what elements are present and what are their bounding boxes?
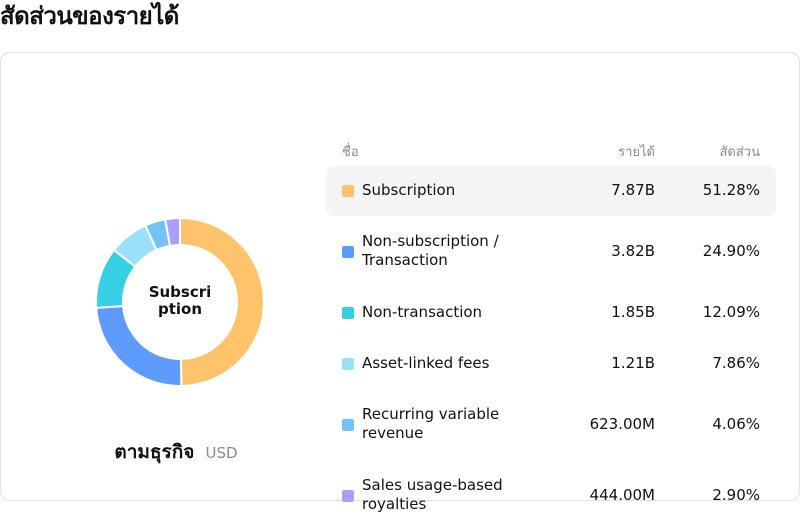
revenue-table: ชื่อ รายได้ สัดส่วน Subscription 7.87B 5… — [326, 133, 776, 530]
donut-slice[interactable] — [164, 216, 181, 248]
row-revenue: 444.00M — [589, 486, 655, 504]
row-share: 2.90% — [712, 486, 760, 504]
basis-label[interactable]: ตามธุรกิจ — [114, 441, 195, 463]
row-share: 12.09% — [702, 303, 760, 321]
table-row[interactable]: Asset-linked fees 1.21B 7.86% — [326, 338, 776, 389]
table-header: ชื่อ รายได้ สัดส่วน — [326, 133, 776, 166]
legend-swatch — [342, 185, 354, 197]
table-row[interactable]: Non-transaction 1.85B 12.09% — [326, 287, 776, 338]
row-revenue: 623.00M — [589, 415, 655, 433]
row-share: 24.90% — [702, 242, 760, 260]
row-name: Subscription — [362, 181, 456, 199]
table-row[interactable]: Sales usage-based royalties 444.00M 2.90… — [326, 460, 776, 530]
row-name: Non-transaction — [362, 303, 483, 321]
row-revenue: 7.87B — [611, 181, 655, 199]
table-row[interactable]: Subscription 7.87B 51.28% — [326, 166, 776, 216]
donut-center-label: Subscription — [148, 283, 212, 318]
header-revenue: รายได้ — [618, 145, 655, 160]
legend-swatch — [342, 490, 354, 502]
row-share: 4.06% — [712, 415, 760, 433]
table-row[interactable]: Non-subscription / Transaction 3.82B 24.… — [326, 216, 776, 287]
legend-swatch — [342, 419, 354, 431]
legend-swatch — [342, 358, 354, 370]
row-name: Recurring variable revenue — [362, 405, 500, 442]
chart-basis: ตามธุรกิจ USD — [1, 437, 351, 467]
row-name: Non-subscription / Transaction — [362, 232, 499, 269]
donut-chart: Subscription — [95, 213, 265, 391]
row-name: Asset-linked fees — [362, 354, 490, 372]
page-title: สัดส่วนของรายได้ — [0, 2, 179, 30]
currency-label: USD — [205, 444, 238, 462]
row-revenue: 1.21B — [611, 354, 655, 372]
header-share: สัดส่วน — [719, 145, 761, 160]
revenue-breakdown-card: Subscription ตามธุรกิจ USD ชื่อ รายได้ ส… — [0, 52, 800, 513]
row-revenue: 1.85B — [611, 303, 655, 321]
row-name: Sales usage-based royalties — [362, 476, 503, 513]
row-share: 7.86% — [712, 354, 760, 372]
legend-swatch — [342, 246, 354, 258]
row-share: 51.28% — [702, 181, 760, 199]
donut-slice[interactable] — [179, 216, 265, 388]
row-revenue: 3.82B — [611, 242, 655, 260]
header-name: ชื่อ — [342, 145, 359, 160]
table-row[interactable]: Recurring variable revenue 623.00M 4.06% — [326, 389, 776, 460]
legend-swatch — [342, 307, 354, 319]
donut-chart-svg — [95, 216, 265, 388]
